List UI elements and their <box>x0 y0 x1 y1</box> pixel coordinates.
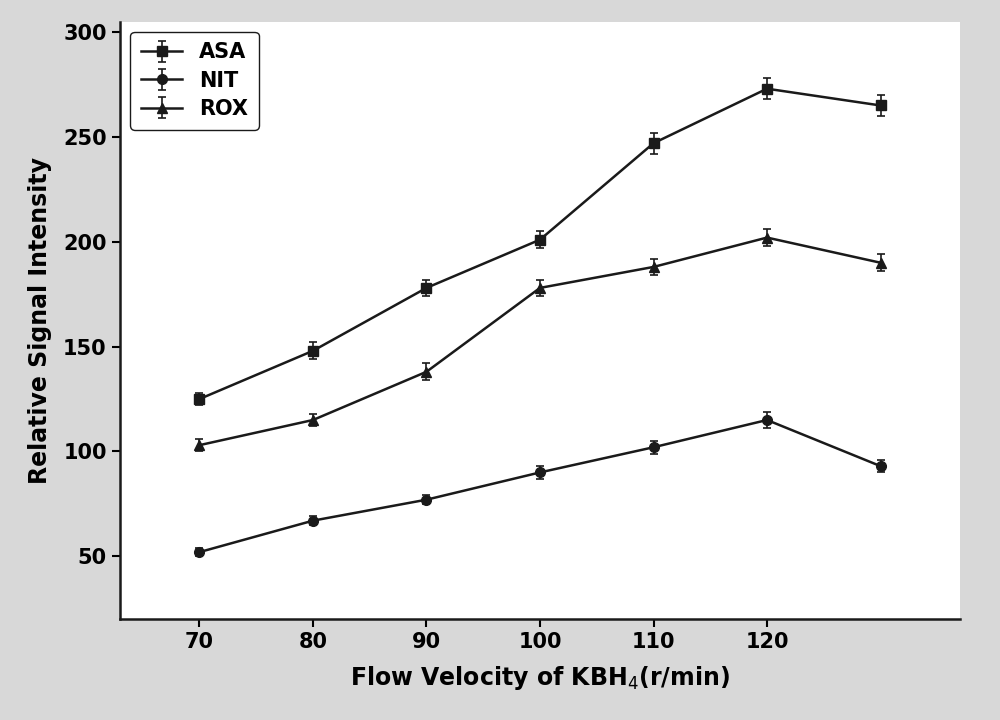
Legend: ASA, NIT, ROX: ASA, NIT, ROX <box>130 32 259 130</box>
Y-axis label: Relative Signal Intensity: Relative Signal Intensity <box>28 157 52 484</box>
X-axis label: Flow Velocity of KBH$_4$(r/min): Flow Velocity of KBH$_4$(r/min) <box>350 664 730 691</box>
